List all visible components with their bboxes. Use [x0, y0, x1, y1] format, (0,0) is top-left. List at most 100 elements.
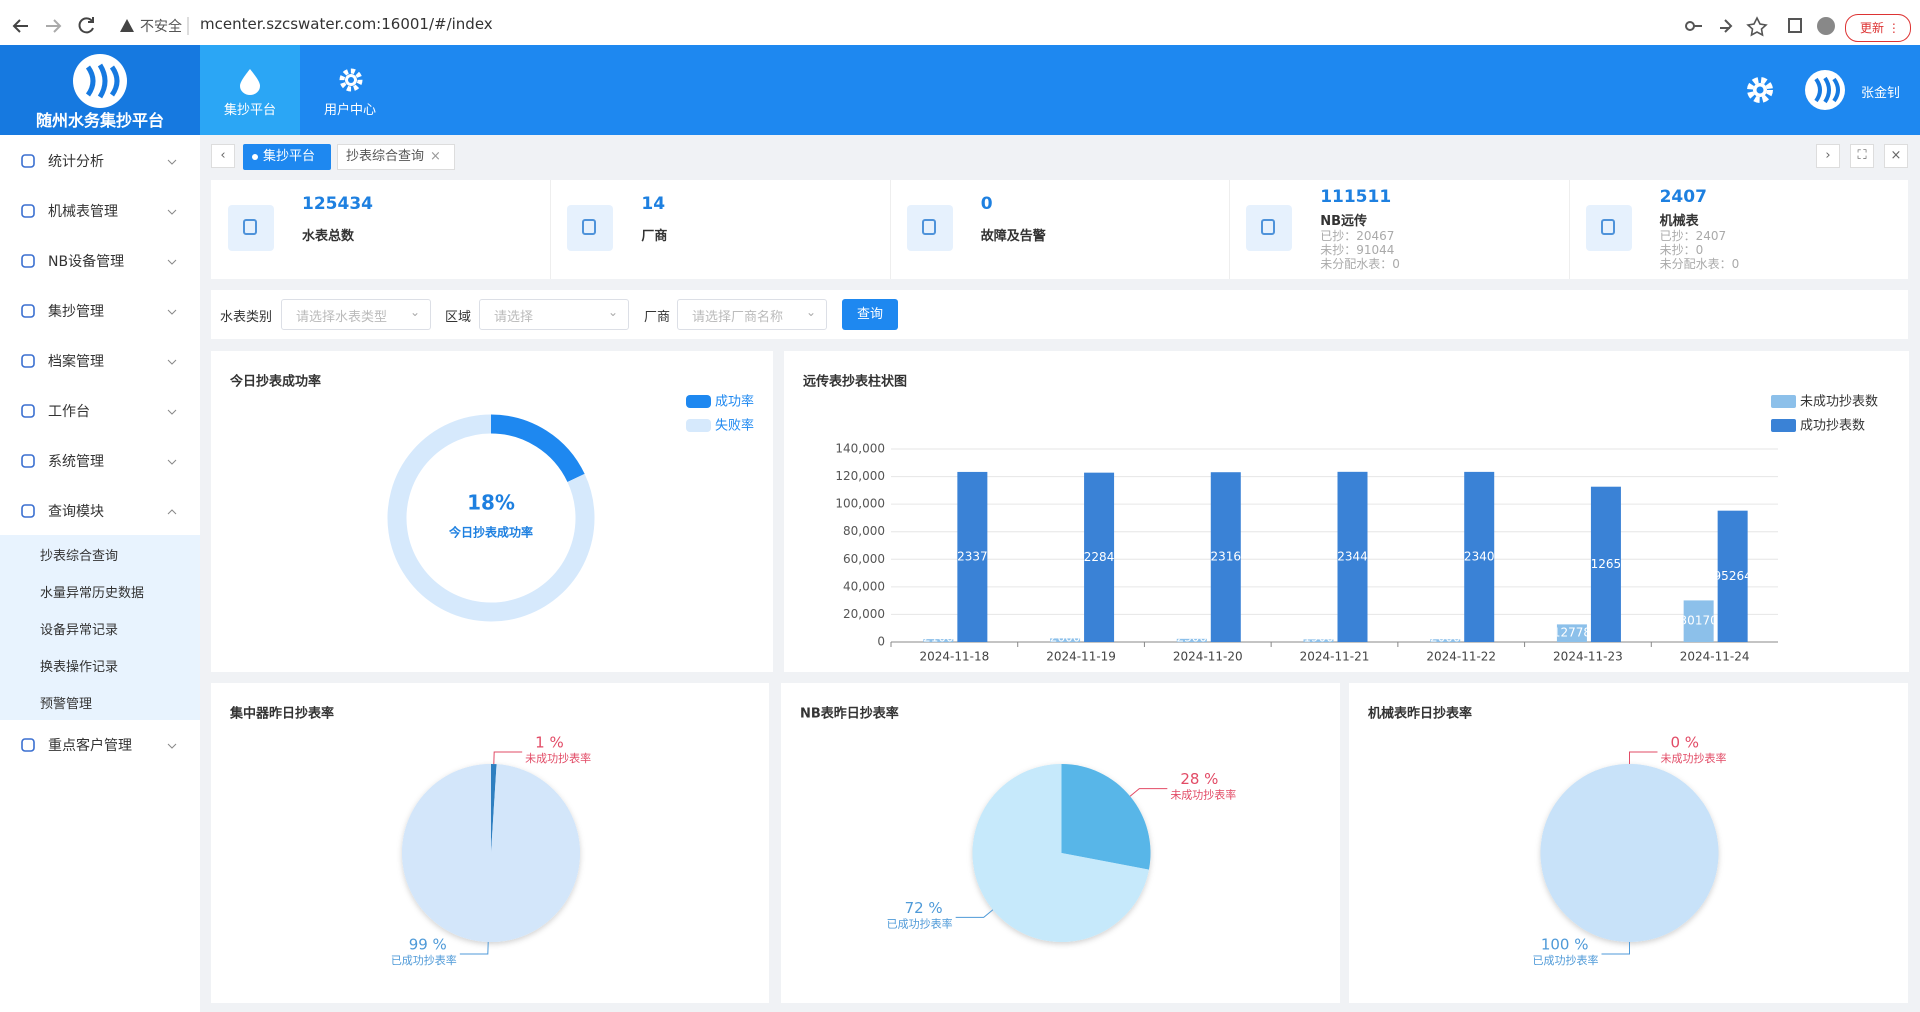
stat-value: 14	[641, 194, 666, 214]
legend-swatch	[686, 395, 711, 408]
pie-category-label: 已成功抄表率	[1533, 953, 1599, 967]
submenu-item[interactable]: 抄表综合查询	[40, 549, 119, 564]
bar	[1683, 600, 1714, 642]
bar-label: 30170	[1680, 614, 1718, 628]
pie-category-label: 未成功抄表率	[1170, 788, 1236, 802]
menu-item[interactable]: 机械表管理	[0, 186, 200, 236]
tab-label: 集抄平台	[263, 149, 316, 164]
menu-item[interactable]: 重点客户管理	[0, 720, 200, 770]
pie-value-label: 99 %	[409, 935, 447, 953]
settings-icon[interactable]	[1745, 75, 1775, 105]
filter-select[interactable]: 请选择厂商名称 ⌄	[677, 299, 827, 330]
stat-icon	[1585, 205, 1632, 251]
tab-label: 抄表综合查询	[346, 149, 425, 164]
legend-swatch	[1771, 395, 1796, 408]
menu-item[interactable]: 工作台	[0, 386, 200, 436]
pie-category-label: 未成功抄表率	[525, 751, 591, 765]
stat-label: 机械表	[1659, 214, 1699, 229]
menu-item[interactable]: 查询模块	[0, 486, 200, 536]
chevron	[167, 259, 177, 265]
user-name: 张金钊	[1861, 86, 1901, 101]
chevron	[167, 409, 177, 415]
submenu-item[interactable]: 预警管理	[40, 697, 93, 712]
bar	[957, 471, 988, 642]
filter-bar: 水表类别 请选择水表类型 ⌄ 区域 请选择 ⌄ 厂商 请选择厂商名称 ⌄ 查询	[211, 290, 1908, 339]
filter-label: 水表类别	[220, 310, 273, 325]
leader-line	[1601, 942, 1630, 955]
query-button[interactable]: 查询	[842, 299, 898, 330]
stat-icon	[567, 205, 614, 251]
chevron	[167, 209, 177, 215]
select-arrow: ⌄	[607, 305, 618, 319]
nav-item-active[interactable]: 集抄平台	[200, 45, 300, 135]
bar-label: 12778	[1553, 626, 1591, 640]
stat-icon	[1246, 205, 1293, 251]
submenu-item[interactable]: 设备异常记录	[40, 623, 119, 638]
donut-arc	[387, 414, 595, 622]
menu-icon	[21, 504, 35, 518]
menu-item[interactable]: NB设备管理	[0, 236, 200, 286]
tab-active[interactable]: 集抄平台	[243, 144, 331, 170]
logo-icon	[73, 54, 127, 108]
update-button[interactable]: 更新 ⋮	[1845, 14, 1911, 42]
chevron	[167, 459, 177, 465]
stats-card: 125434 水表总数 14 厂商 0 故障及告警 111511 NB远传 已抄：20467 未抄…	[211, 180, 1908, 279]
bar-label: 2000	[1430, 631, 1461, 645]
menu-icon	[21, 454, 35, 468]
update-label: 更新	[1860, 21, 1885, 35]
top-header: 随州水务集抄平台 集抄平台 用户中心 张金钊	[0, 45, 1920, 135]
menu-icon	[21, 254, 35, 268]
bar	[1050, 638, 1081, 642]
nav-item[interactable]: 用户中心	[300, 45, 400, 135]
chart-title: 机械表昨日抄表率	[1368, 706, 1472, 722]
menu-item[interactable]: 档案管理	[0, 336, 200, 386]
menu-item[interactable]: 统计分析	[0, 136, 200, 186]
bar	[1337, 471, 1368, 642]
x-tick-label: 2024-11-22	[1426, 650, 1496, 664]
leader-line	[459, 941, 489, 955]
menu-item[interactable]: 集抄管理	[0, 286, 200, 336]
submenu-item[interactable]: 换表操作记录	[40, 660, 119, 675]
pie-slice	[1061, 764, 1151, 870]
bar	[1210, 472, 1241, 642]
leader-line	[1629, 751, 1658, 764]
legend-label: 成功抄表数	[1800, 419, 1865, 434]
tab-prev[interactable]: ‹	[211, 144, 235, 168]
y-tick-label: 40,000	[843, 579, 885, 593]
filter-select[interactable]: 请选择 ⌄	[479, 299, 629, 330]
divider	[1568, 180, 1570, 279]
url[interactable]: mcenter.szcswater.com:16001/#/index	[200, 15, 493, 33]
menu-label: 工作台	[48, 404, 90, 420]
y-tick-label: 80,000	[843, 524, 885, 538]
tab-tool[interactable]: ×	[1884, 144, 1908, 168]
menu-icon	[21, 354, 35, 368]
pie-category-label: 已成功抄表率	[391, 953, 457, 967]
submenu-item[interactable]: 水量异常历史数据	[40, 586, 145, 601]
tab[interactable]: 抄表综合查询 ×	[337, 144, 455, 170]
stat-detail: 未分配水表：0	[1659, 257, 1740, 271]
tab-tool[interactable]: ›	[1816, 144, 1840, 168]
bar	[1176, 638, 1207, 642]
bar	[923, 639, 954, 642]
avatar[interactable]	[1804, 69, 1846, 111]
bar-label: 95264	[1714, 569, 1752, 583]
stat-icon	[228, 205, 274, 251]
stat-value: 2407	[1659, 187, 1707, 207]
select-arrow: ⌄	[409, 305, 420, 319]
stat-icon-glyph	[1261, 219, 1276, 235]
bar-label: 123400	[1456, 549, 1502, 563]
filter-label: 厂商	[644, 310, 671, 325]
y-tick-label: 0	[877, 635, 885, 649]
filter-select[interactable]: 请选择水表类型 ⌄	[281, 299, 431, 330]
donut-arc	[490, 414, 585, 483]
menu-item[interactable]: 系统管理	[0, 436, 200, 486]
tab-dot	[252, 154, 258, 160]
stat-icon-glyph	[921, 219, 936, 235]
filter-placeholder: 请选择	[494, 310, 534, 325]
tab-tool[interactable]: ⛶	[1850, 144, 1874, 168]
x-tick-label: 2024-11-24	[1680, 650, 1750, 664]
menu-icon	[21, 738, 35, 752]
bar	[1556, 624, 1587, 642]
y-tick-label: 20,000	[843, 607, 885, 621]
